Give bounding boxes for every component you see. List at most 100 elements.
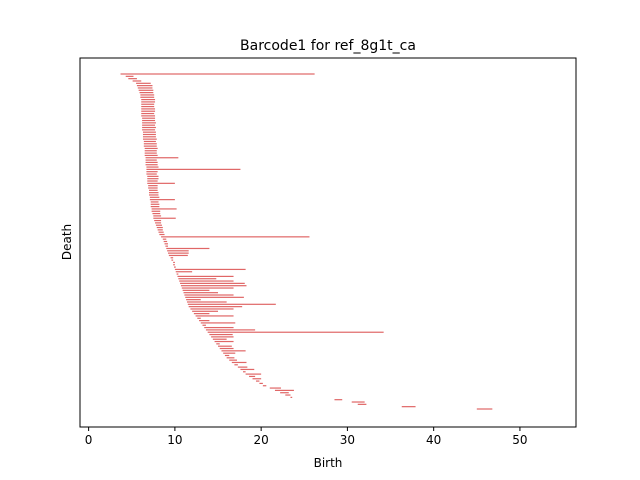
barcode-interval: [145, 157, 179, 159]
barcode-interval: [186, 299, 201, 301]
barcode-interval: [177, 275, 234, 277]
barcode-interval: [142, 133, 156, 136]
barcode-interval: [144, 147, 158, 150]
barcode-interval: [245, 373, 262, 375]
barcode-interval: [141, 101, 156, 103]
barcode-interval: [145, 164, 158, 166]
barcode-interval: [147, 180, 158, 182]
barcode-interval: [249, 375, 256, 378]
barcode-interval: [221, 350, 246, 352]
barcode-interval: [207, 331, 384, 333]
x-tick-label: 40: [426, 433, 441, 447]
barcode-interval: [146, 171, 158, 173]
barcode-interval: [144, 152, 157, 154]
barcode-interval: [139, 92, 154, 94]
barcode-interval: [155, 222, 162, 224]
barcode-interval: [216, 343, 220, 345]
barcode-interval: [141, 105, 155, 108]
barcode-interval: [138, 89, 154, 91]
barcode-interval: [149, 196, 160, 198]
chart-title: Barcode1 for ref_8g1t_ca: [240, 38, 416, 54]
barcode-interval: [195, 315, 234, 317]
barcode-interval: [234, 364, 238, 366]
barcode-interval: [144, 150, 157, 152]
barcode-interval: [132, 80, 142, 82]
barcode-bars: [120, 73, 493, 410]
barcode-interval: [125, 75, 134, 77]
barcode-interval: [274, 389, 294, 391]
barcode-interval: [141, 103, 155, 105]
barcode-interval: [476, 408, 493, 410]
x-axis-label: Birth: [314, 456, 343, 470]
barcode-interval: [252, 378, 262, 380]
barcode-interval: [165, 245, 168, 247]
barcode-interval: [179, 280, 234, 282]
barcode-interval: [137, 87, 153, 89]
barcode-interval: [185, 296, 244, 298]
barcode-interval: [140, 94, 155, 96]
barcode-interval: [149, 192, 159, 194]
barcode-interval: [218, 345, 232, 347]
barcode-interval: [229, 359, 237, 361]
barcode-interval: [149, 194, 159, 196]
barcode-interval: [143, 145, 157, 147]
barcode-interval: [145, 159, 157, 161]
barcode-interval: [357, 403, 367, 405]
barcode-interval: [175, 271, 193, 273]
barcode-interval: [262, 385, 267, 387]
barcode-interval: [147, 178, 159, 180]
barcode-interval: [154, 219, 162, 222]
barcode-interval: [167, 252, 189, 254]
barcode-interval: [147, 175, 159, 177]
barcode-interval: [142, 138, 157, 140]
barcode-interval: [187, 303, 276, 305]
barcode-interval: [136, 82, 151, 84]
barcode-interval: [140, 96, 155, 98]
barcode-interval: [237, 366, 248, 368]
barcode-interval: [151, 208, 177, 210]
barcode-interval: [173, 261, 175, 264]
barcode-interval: [174, 268, 246, 271]
barcode-interval: [334, 399, 343, 401]
barcode-interval: [167, 250, 189, 252]
barcode-interval: [280, 392, 289, 394]
barcode-interval: [159, 233, 165, 236]
barcode-interval: [182, 289, 210, 291]
barcode-interval: [153, 215, 162, 217]
barcode-interval: [148, 185, 158, 187]
barcode-interval: [290, 396, 293, 398]
barcode-interval: [212, 338, 227, 340]
barcode-interval: [142, 124, 156, 126]
barcode-interval: [142, 136, 156, 138]
barcode-interval: [211, 336, 234, 338]
barcode-interval: [223, 352, 236, 354]
barcode-interval: [269, 387, 281, 389]
barcode-interval: [180, 285, 247, 287]
barcode-interval: [161, 236, 310, 238]
barcode-interval: [152, 212, 161, 215]
barcode-interval: [401, 406, 416, 408]
barcode-interval: [164, 243, 168, 245]
barcode-interval: [166, 247, 210, 250]
barcode-interval: [243, 371, 246, 373]
y-axis-label: Death: [60, 224, 74, 260]
barcode-interval: [173, 264, 175, 266]
barcode-interval: [151, 210, 161, 212]
x-tick-label: 10: [167, 433, 182, 447]
barcode-interval: [190, 308, 234, 310]
barcode-interval: [231, 361, 247, 364]
barcode-interval: [219, 347, 234, 350]
barcode-interval: [255, 380, 260, 382]
barcode-interval: [146, 173, 157, 175]
barcode-interval: [148, 187, 158, 189]
barcode-interval: [144, 154, 158, 157]
barcode-interval: [180, 282, 245, 284]
x-tick-label: 50: [512, 433, 527, 447]
barcode-interval: [142, 117, 156, 119]
barcode-interval: [143, 143, 157, 145]
barcode-interval: [141, 110, 156, 112]
x-tick-label: 20: [254, 433, 269, 447]
barcode-interval: [142, 122, 156, 124]
barcode-interval: [147, 182, 175, 184]
